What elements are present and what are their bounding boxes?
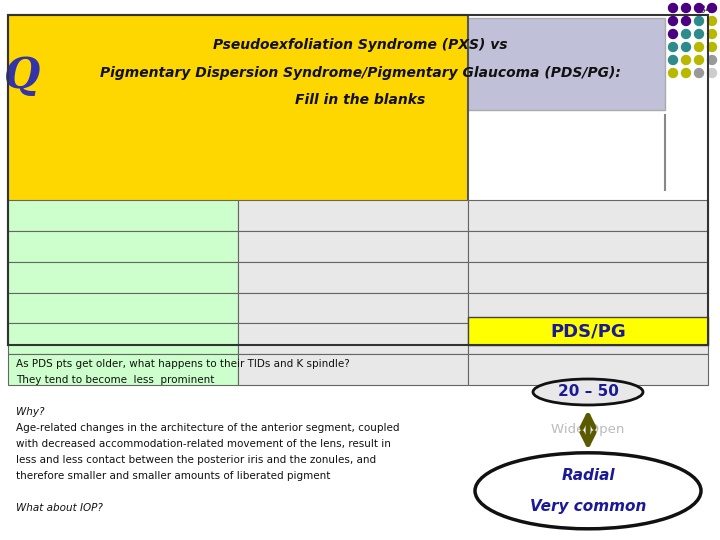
- Bar: [468, 262, 708, 293]
- Bar: [8, 293, 238, 323]
- Circle shape: [708, 69, 716, 78]
- Text: less and less contact between the posterior iris and the zonules, and: less and less contact between the poster…: [16, 455, 376, 465]
- Bar: [8, 262, 238, 293]
- Text: Pigmentary Dispersion Syndrome/Pigmentary Glaucoma (PDS/PG):: Pigmentary Dispersion Syndrome/Pigmentar…: [99, 66, 621, 80]
- Text: Wide Open: Wide Open: [552, 423, 625, 436]
- Text: Fill in the blanks: Fill in the blanks: [295, 93, 425, 107]
- Bar: [238, 200, 468, 231]
- Circle shape: [695, 69, 703, 78]
- Bar: [238, 354, 468, 385]
- Bar: [238, 323, 468, 354]
- Text: As PDS pts get older, what happens to their TIDs and K spindle?: As PDS pts get older, what happens to th…: [16, 359, 350, 369]
- Text: Why?: Why?: [16, 407, 45, 417]
- Bar: [8, 354, 238, 385]
- Circle shape: [695, 56, 703, 64]
- Circle shape: [695, 30, 703, 38]
- Circle shape: [682, 43, 690, 51]
- Bar: [8, 15, 708, 345]
- Circle shape: [668, 3, 678, 12]
- Bar: [238, 231, 468, 262]
- Text: 34: 34: [698, 5, 712, 15]
- Circle shape: [682, 3, 690, 12]
- Circle shape: [682, 56, 690, 64]
- Text: What about IOP?: What about IOP?: [16, 503, 103, 513]
- Bar: [468, 231, 708, 262]
- Bar: [468, 323, 708, 354]
- Circle shape: [708, 17, 716, 25]
- Bar: [468, 293, 708, 323]
- Text: with decreased accommodation-related movement of the lens, result in: with decreased accommodation-related mov…: [16, 439, 391, 449]
- Text: Q: Q: [4, 55, 40, 97]
- Bar: [468, 354, 708, 385]
- Ellipse shape: [533, 379, 643, 405]
- Text: PDS/PG: PDS/PG: [550, 322, 626, 340]
- Bar: [238, 262, 468, 293]
- Circle shape: [708, 30, 716, 38]
- Text: Very common: Very common: [530, 498, 646, 514]
- Circle shape: [668, 56, 678, 64]
- Bar: [8, 231, 238, 262]
- Circle shape: [695, 3, 703, 12]
- Text: Radial: Radial: [561, 468, 615, 483]
- Text: therefore smaller and smaller amounts of liberated pigment: therefore smaller and smaller amounts of…: [16, 471, 330, 481]
- Text: Pseudoexfoliation Syndrome (PXS) vs: Pseudoexfoliation Syndrome (PXS) vs: [212, 38, 508, 52]
- Circle shape: [695, 17, 703, 25]
- Circle shape: [668, 69, 678, 78]
- Bar: [8, 323, 238, 354]
- Bar: [55, 18, 665, 110]
- Circle shape: [668, 43, 678, 51]
- Circle shape: [668, 30, 678, 38]
- Bar: [468, 317, 708, 345]
- Bar: [8, 200, 238, 231]
- Bar: [238, 293, 468, 323]
- Bar: [8, 15, 468, 345]
- Circle shape: [682, 17, 690, 25]
- Text: 20 – 50: 20 – 50: [557, 384, 618, 400]
- Circle shape: [708, 3, 716, 12]
- Circle shape: [668, 17, 678, 25]
- Circle shape: [708, 56, 716, 64]
- Circle shape: [708, 43, 716, 51]
- Circle shape: [695, 43, 703, 51]
- Circle shape: [682, 30, 690, 38]
- Circle shape: [682, 69, 690, 78]
- Text: Age-related changes in the architecture of the anterior segment, coupled: Age-related changes in the architecture …: [16, 423, 400, 433]
- Bar: [468, 200, 708, 231]
- Text: They tend to become  less  prominent: They tend to become less prominent: [16, 375, 215, 385]
